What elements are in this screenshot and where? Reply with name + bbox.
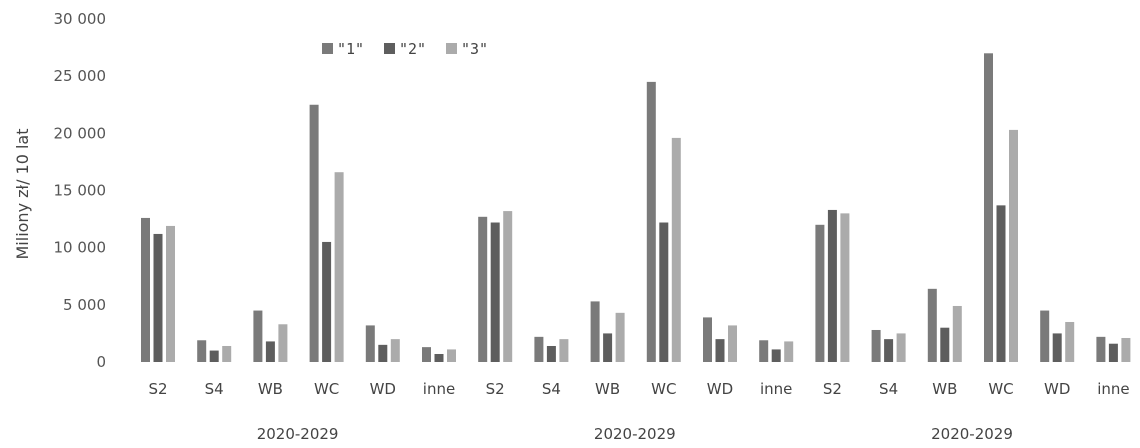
bar-series-3 xyxy=(1065,321,1075,362)
bar-series-3 xyxy=(1009,129,1018,362)
legend-label: "1" xyxy=(337,40,364,58)
bar-series-1 xyxy=(646,81,656,362)
bar-series-2 xyxy=(884,339,894,362)
bar-series-2 xyxy=(209,350,219,362)
y-axis-ticks: 0 5 000 10 000 15 000 20 000 25 000 30 000 xyxy=(54,10,107,371)
legend-swatch xyxy=(446,43,457,54)
bar-series-1 xyxy=(1096,336,1106,362)
bar-series-3 xyxy=(559,339,569,362)
category-label: S4 xyxy=(879,380,898,398)
legend-label: "2" xyxy=(399,40,426,58)
y-tick-label: 10 000 xyxy=(54,239,107,257)
category-label: WB xyxy=(932,380,957,398)
y-tick-label: 30 000 xyxy=(54,10,107,28)
category-label: WB xyxy=(595,380,620,398)
bar-series-2 xyxy=(546,345,556,362)
bar-series-2 xyxy=(940,327,950,362)
category-label: WC xyxy=(651,380,676,398)
bar-series-2 xyxy=(996,205,1006,362)
group-label: 2020-2029 xyxy=(257,425,339,443)
category-label: S2 xyxy=(486,380,505,398)
bar-series-3 xyxy=(671,137,681,362)
bar-series-1 xyxy=(590,301,600,362)
category-label: S2 xyxy=(148,380,167,398)
bar-series-2 xyxy=(659,222,669,362)
bar-series-3 xyxy=(278,324,288,362)
group-label: 2020-2029 xyxy=(931,425,1013,443)
bar-series-3 xyxy=(503,211,513,362)
bar-series-2 xyxy=(153,233,163,362)
y-axis-label: Miliony zł/ 10 lat xyxy=(13,128,32,259)
bar-series-3 xyxy=(166,225,175,362)
bar-series-2 xyxy=(771,349,781,362)
category-labels: S2 S4 WB WC WD inne S2 S4 WB WC WD inne S2 S4 WB WC WD in… xyxy=(148,380,1129,398)
group-labels: 2020-2029 2020-2029 2020-2029 xyxy=(257,425,1013,443)
category-label: WD xyxy=(370,380,396,398)
bar-series-1 xyxy=(478,216,488,362)
bar-series-1 xyxy=(759,340,769,362)
bar-series-2 xyxy=(490,222,500,362)
bar-series-1 xyxy=(365,325,375,362)
bar-series-1 xyxy=(309,104,319,362)
bar-series-2 xyxy=(322,241,332,362)
bar-series-2 xyxy=(1052,333,1062,362)
category-label: inne xyxy=(760,380,792,398)
bar-series-3 xyxy=(222,345,232,362)
bar-series-3 xyxy=(952,305,962,362)
bar-series-1 xyxy=(253,310,263,362)
bar-series-3 xyxy=(728,325,737,362)
bar-series-2 xyxy=(603,333,613,362)
bar-series-1 xyxy=(1040,310,1050,362)
bar-series-1 xyxy=(141,217,150,362)
bar-series-1 xyxy=(534,336,544,362)
legend-swatch xyxy=(322,43,333,54)
bar-series-2 xyxy=(827,209,837,362)
bar-series-1 xyxy=(984,53,993,363)
bar-series-1 xyxy=(197,340,207,362)
category-label: WD xyxy=(707,380,733,398)
y-tick-label: 0 xyxy=(96,353,106,371)
bars xyxy=(141,53,1131,363)
bar-series-1 xyxy=(815,224,825,362)
bar-series-3 xyxy=(840,213,850,362)
bar-series-1 xyxy=(927,288,937,362)
category-label: WC xyxy=(988,380,1013,398)
bar-series-1 xyxy=(422,347,431,362)
category-label: inne xyxy=(1097,380,1129,398)
y-tick-label: 5 000 xyxy=(63,296,106,314)
bar-series-3 xyxy=(896,333,906,362)
bar-series-3 xyxy=(390,339,400,362)
bar-series-3 xyxy=(1121,337,1131,362)
bar-series-2 xyxy=(715,339,725,362)
group-label: 2020-2029 xyxy=(594,425,676,443)
y-tick-label: 20 000 xyxy=(54,124,107,142)
category-label: S4 xyxy=(205,380,224,398)
bar-series-3 xyxy=(615,312,625,362)
category-label: WB xyxy=(258,380,283,398)
category-label: WC xyxy=(314,380,339,398)
legend: "1" "2" "3" xyxy=(322,40,488,58)
bar-series-2 xyxy=(378,344,388,362)
bar-series-2 xyxy=(434,353,444,362)
bar-series-2 xyxy=(1108,343,1118,362)
bar-series-1 xyxy=(703,317,712,362)
bar-series-1 xyxy=(871,329,881,362)
legend-label: "3" xyxy=(461,40,488,58)
y-tick-label: 15 000 xyxy=(54,182,107,200)
legend-swatch xyxy=(384,43,395,54)
category-label: WD xyxy=(1044,380,1070,398)
bar-series-3 xyxy=(784,341,794,362)
category-label: inne xyxy=(423,380,455,398)
category-label: S2 xyxy=(823,380,842,398)
bar-series-2 xyxy=(265,341,275,362)
category-label: S4 xyxy=(542,380,561,398)
bar-series-3 xyxy=(447,349,456,362)
y-tick-label: 25 000 xyxy=(54,67,107,85)
bar-series-3 xyxy=(334,172,344,362)
